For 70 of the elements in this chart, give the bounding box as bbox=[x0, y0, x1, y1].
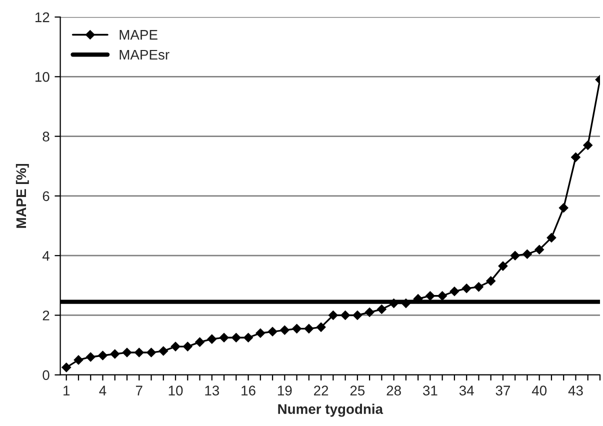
x-tick-label: 7 bbox=[136, 386, 142, 396]
point bbox=[462, 283, 472, 294]
y-axis-title: MAPE [%] bbox=[16, 164, 29, 228]
point bbox=[231, 332, 242, 343]
point bbox=[61, 362, 72, 372]
x-tick-label: 22 bbox=[314, 386, 328, 396]
x-tick-label: 25 bbox=[350, 386, 365, 396]
point bbox=[546, 232, 556, 243]
y-tick-label: 8 bbox=[42, 132, 50, 142]
legend-label: MAPE bbox=[120, 30, 158, 40]
point bbox=[388, 298, 399, 308]
y-tick-label: 6 bbox=[42, 191, 50, 202]
point bbox=[98, 350, 108, 360]
point bbox=[413, 294, 423, 304]
point bbox=[74, 355, 84, 365]
point bbox=[243, 332, 254, 343]
y-tick-label: 10 bbox=[35, 72, 50, 82]
point bbox=[304, 324, 314, 334]
y-tick-label: 2 bbox=[42, 310, 50, 320]
point bbox=[206, 334, 217, 344]
point bbox=[110, 349, 120, 359]
x-tick-label: 13 bbox=[205, 386, 220, 396]
point bbox=[146, 348, 156, 358]
point bbox=[437, 290, 448, 301]
x-tick-label: 43 bbox=[568, 386, 583, 396]
point bbox=[328, 310, 338, 320]
point bbox=[219, 332, 229, 343]
point bbox=[450, 286, 460, 296]
point bbox=[158, 346, 168, 356]
legend-label: MAPEsr bbox=[120, 50, 170, 60]
x-tick-label: 4 bbox=[99, 386, 106, 396]
point bbox=[340, 310, 350, 320]
point bbox=[570, 152, 581, 162]
point bbox=[292, 324, 302, 334]
x-tick-label: 34 bbox=[459, 386, 474, 396]
x-tick-label: 40 bbox=[532, 386, 547, 396]
x-tick-label: 19 bbox=[278, 386, 292, 396]
x-tick-label: 31 bbox=[423, 386, 438, 396]
point bbox=[474, 282, 484, 292]
point bbox=[486, 276, 496, 286]
point bbox=[558, 202, 569, 213]
point bbox=[522, 249, 532, 260]
x-tick-label: 28 bbox=[386, 386, 401, 396]
point bbox=[122, 348, 132, 358]
point bbox=[401, 298, 411, 308]
point bbox=[582, 140, 593, 150]
point bbox=[86, 352, 96, 362]
point bbox=[534, 244, 544, 255]
point bbox=[194, 337, 205, 347]
point bbox=[268, 326, 278, 337]
point bbox=[316, 322, 326, 332]
point bbox=[182, 342, 193, 352]
point bbox=[280, 325, 290, 336]
x-tick-label: 16 bbox=[242, 386, 256, 396]
x-tick-label: 10 bbox=[168, 386, 183, 396]
point bbox=[498, 261, 508, 271]
x-axis-title: Numer tygodnia bbox=[278, 404, 384, 417]
point bbox=[364, 307, 374, 318]
point bbox=[352, 310, 362, 320]
point bbox=[134, 348, 144, 358]
point bbox=[256, 328, 266, 338]
y-tick-label: 0 bbox=[42, 370, 50, 380]
point bbox=[170, 342, 180, 352]
point bbox=[510, 250, 520, 261]
x-tick-label: 37 bbox=[496, 386, 510, 396]
y-tick-label: 12 bbox=[35, 12, 50, 22]
point bbox=[376, 304, 387, 314]
y-tick-label: 4 bbox=[42, 251, 50, 261]
point bbox=[425, 290, 436, 301]
x-tick-label: 1 bbox=[64, 386, 70, 396]
